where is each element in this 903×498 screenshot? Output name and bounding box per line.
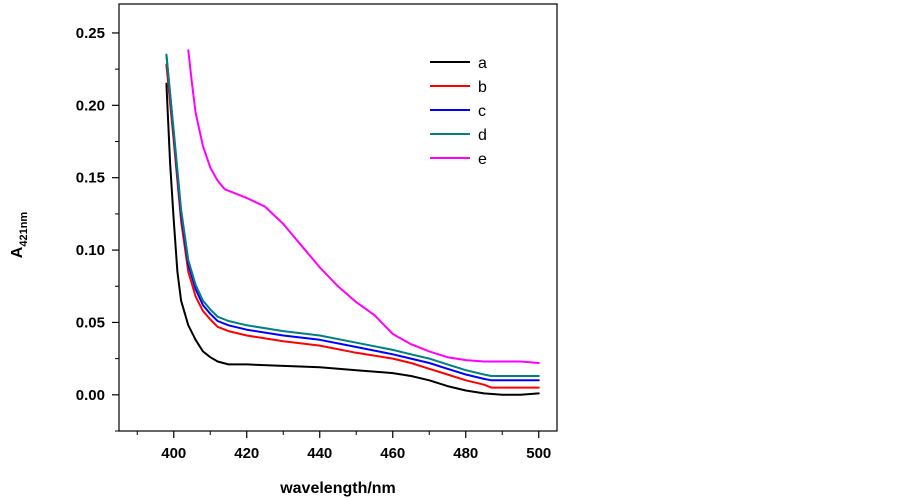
y-axis-title: A421nm: [9, 212, 30, 259]
x-tick-label: 480: [453, 445, 478, 462]
x-tick-label: 500: [526, 445, 551, 462]
series-line-b: [165, 63, 540, 389]
x-tick-label: 460: [380, 445, 405, 462]
series-line-e: [187, 49, 540, 364]
y-tick-label: 0.15: [76, 170, 105, 187]
legend-label-a: a: [478, 55, 487, 72]
series-lines: [165, 49, 540, 396]
legend-label-b: b: [478, 79, 487, 96]
y-tick-labels: 0.00 0.05 0.10 0.15 0.20 0.25: [76, 25, 105, 404]
y-axis-title-subscript: 421nm: [18, 212, 30, 247]
y-tick-label: 0.20: [76, 97, 105, 114]
legend-label-e: e: [478, 151, 487, 168]
y-tick-label: 0.10: [76, 242, 105, 259]
y-tick-label: 0.05: [76, 314, 105, 331]
legend-label-c: c: [478, 103, 486, 120]
x-tick-label: 420: [234, 445, 259, 462]
series-line-a: [165, 82, 540, 396]
y-tick-label: 0.25: [76, 25, 105, 42]
x-tick-labels: 400 420 440 460 480 500: [161, 445, 551, 462]
x-tick-label: 400: [161, 445, 186, 462]
legend-label-d: d: [478, 127, 487, 144]
series-line-d: [165, 53, 540, 377]
series-line-c: [165, 53, 540, 382]
y-tick-label: 0.00: [76, 387, 105, 404]
x-axis-title: wavelength/nm: [279, 480, 396, 497]
axis-ticks: [112, 32, 540, 438]
plot-frame: [118, 3, 558, 432]
x-tick-label: 440: [307, 445, 332, 462]
y-axis-title-main: A: [9, 246, 26, 258]
